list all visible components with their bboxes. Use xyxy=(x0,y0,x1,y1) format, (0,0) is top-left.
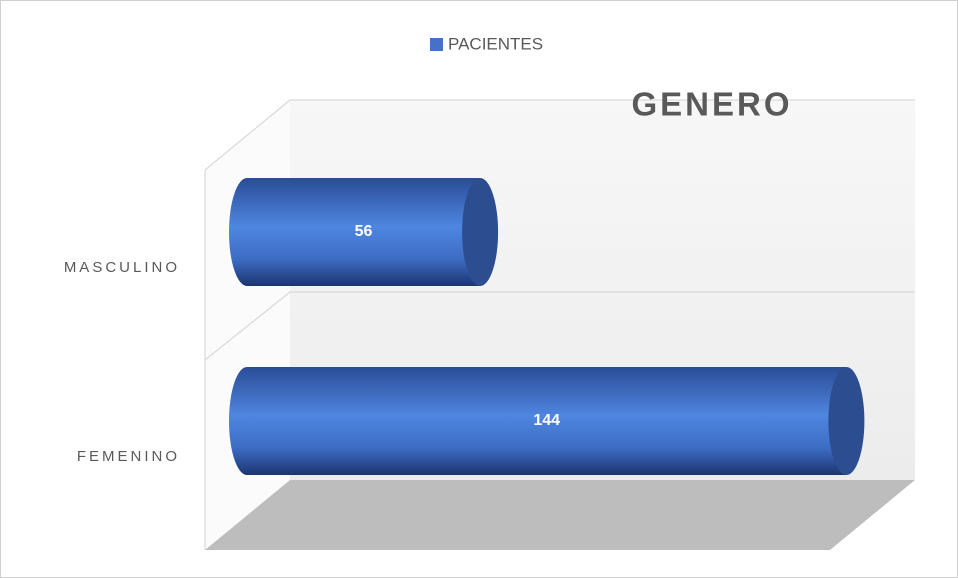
legend-swatch xyxy=(430,38,443,51)
floor xyxy=(205,480,915,550)
side-wall xyxy=(205,100,290,550)
value-label: 144 xyxy=(533,412,560,429)
chart-title: GENERO xyxy=(631,86,792,123)
bar-cap xyxy=(828,367,865,475)
bar-cap xyxy=(462,178,499,286)
y-tick-label: FEMENINO xyxy=(77,448,180,465)
gridlines xyxy=(204,99,915,550)
legend-label: PACIENTES xyxy=(448,34,543,53)
wall-line xyxy=(204,291,915,361)
value-label: 56 xyxy=(355,223,373,240)
wall-line xyxy=(204,99,915,171)
bar xyxy=(229,367,847,475)
bar xyxy=(229,178,481,286)
y-tick-label: MASCULINO xyxy=(64,259,180,276)
